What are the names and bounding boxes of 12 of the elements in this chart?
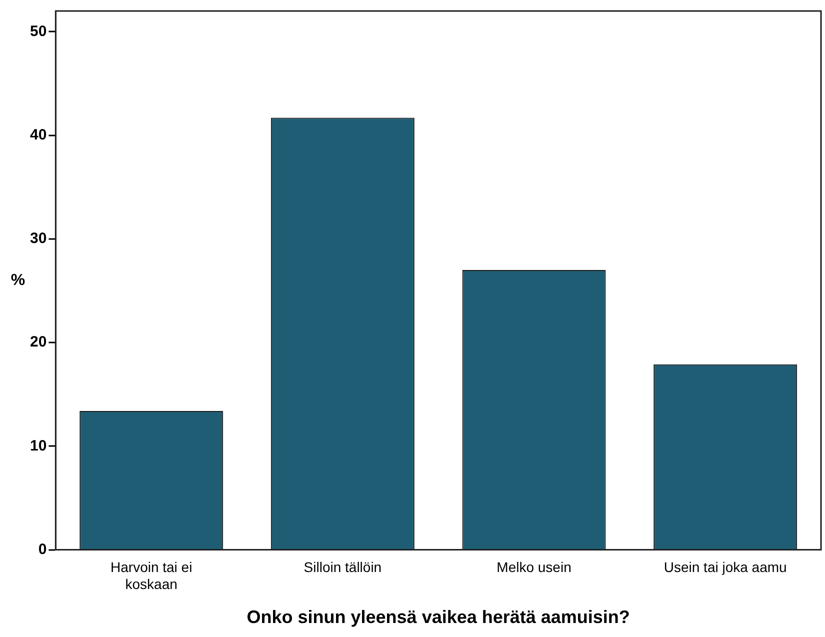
x-tick-label: Silloin tällöin [304,559,382,576]
y-tick-label: 30 [30,230,47,248]
x-tick-label: Melko usein [496,559,572,576]
y-tick-label: 10 [30,437,47,454]
y-tick-label: 40 [30,126,47,144]
x-tick-label: Harvoin tai ei koskaan [110,559,192,592]
x-axis-title: Onko sinun yleensä vaikea herätä aamuisin? [246,607,630,628]
y-tick-label: 50 [30,22,47,40]
y-tick-label: 20 [30,334,47,351]
x-tick-label: Usein tai joka aamu [664,559,787,576]
y-axis-title: % [10,272,26,289]
y-tick-label: 0 [38,540,47,558]
